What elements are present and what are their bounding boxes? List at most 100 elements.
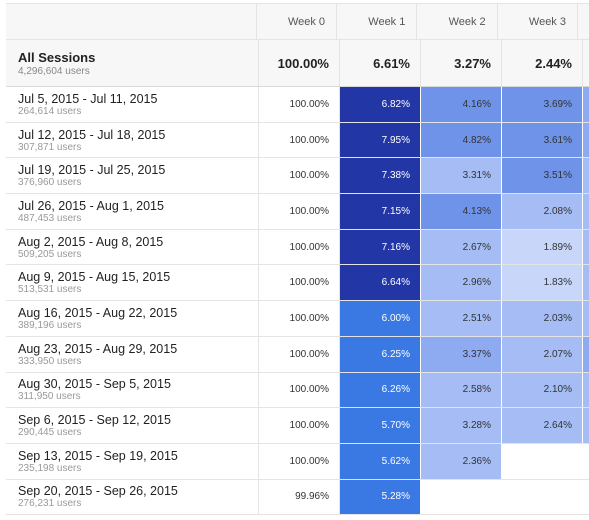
cell-week-1[interactable]: 7.38% bbox=[340, 158, 421, 194]
cell-overflow bbox=[583, 158, 589, 194]
cell-week-3[interactable]: 2.64% bbox=[502, 408, 583, 443]
cell-overflow bbox=[583, 372, 589, 408]
cell-week-0[interactable]: 100.00% bbox=[259, 408, 340, 443]
cell-week-3[interactable]: 3.61% bbox=[502, 122, 583, 158]
header-week-2: Week 2 bbox=[417, 4, 498, 39]
cell-week-1[interactable]: 6.26% bbox=[340, 372, 421, 408]
cell-week-0[interactable]: 100.00% bbox=[259, 265, 340, 301]
cell-week-1[interactable]: 5.70% bbox=[340, 408, 421, 443]
cohort-date-range: Jul 19, 2015 - Jul 25, 2015 bbox=[18, 163, 166, 178]
cell-week-2[interactable]: 3.31% bbox=[421, 158, 502, 194]
cell-week-0[interactable]: 99.96% bbox=[259, 479, 340, 515]
total-overflow bbox=[583, 40, 589, 86]
table-row[interactable]: Aug 30, 2015 - Sep 5, 2015 311,950 users… bbox=[6, 372, 589, 409]
cohort-date-range: Sep 6, 2015 - Sep 12, 2015 bbox=[18, 413, 171, 428]
cell-overflow bbox=[583, 265, 589, 301]
cell-overflow bbox=[583, 443, 589, 479]
table-row[interactable]: Jul 5, 2015 - Jul 11, 2015 264,614 users… bbox=[6, 87, 589, 123]
header-overflow bbox=[578, 4, 589, 39]
cohort-users: 509,205 users bbox=[18, 248, 82, 260]
cell-week-0[interactable]: 100.00% bbox=[259, 372, 340, 408]
cell-week-2[interactable]: 2.67% bbox=[421, 229, 502, 265]
cell-week-2[interactable] bbox=[421, 479, 502, 515]
cell-week-3[interactable] bbox=[502, 479, 583, 515]
cell-week-3[interactable]: 1.89% bbox=[502, 229, 583, 265]
header-week-1: Week 1 bbox=[337, 4, 418, 39]
cell-week-3[interactable]: 3.69% bbox=[502, 87, 583, 122]
table-row[interactable]: Jul 26, 2015 - Aug 1, 2015 487,453 users… bbox=[6, 194, 589, 230]
cell-week-0[interactable]: 100.00% bbox=[259, 229, 340, 265]
cell-week-3[interactable]: 1.83% bbox=[502, 265, 583, 301]
table-row[interactable]: Aug 2, 2015 - Aug 8, 2015 509,205 users … bbox=[6, 229, 589, 266]
cohort-table: Week 0 Week 1 Week 2 Week 3 All Sessions… bbox=[6, 3, 589, 516]
cell-week-0[interactable]: 100.00% bbox=[259, 301, 340, 336]
cell-week-0[interactable]: 100.00% bbox=[259, 87, 340, 122]
cell-week-3[interactable]: 3.51% bbox=[502, 158, 583, 194]
cell-week-1[interactable]: 7.95% bbox=[340, 122, 421, 158]
cohort-users: 333,950 users bbox=[18, 355, 82, 367]
cell-week-3[interactable]: 2.07% bbox=[502, 336, 583, 372]
cell-week-1[interactable]: 7.16% bbox=[340, 229, 421, 265]
cell-overflow bbox=[583, 336, 589, 372]
cell-week-2[interactable]: 2.36% bbox=[421, 443, 502, 479]
header-week-0: Week 0 bbox=[257, 4, 338, 39]
cell-week-0[interactable]: 100.00% bbox=[259, 122, 340, 158]
cell-week-3[interactable] bbox=[502, 443, 583, 479]
table-row[interactable]: Sep 13, 2015 - Sep 19, 2015 235,198 user… bbox=[6, 443, 589, 480]
cell-week-1[interactable]: 5.62% bbox=[340, 443, 421, 479]
cohort-label-cell: Jul 19, 2015 - Jul 25, 2015 376,960 user… bbox=[6, 158, 259, 194]
table-row[interactable]: Aug 23, 2015 - Aug 29, 2015 333,950 user… bbox=[6, 336, 589, 373]
cell-week-1[interactable]: 7.15% bbox=[340, 194, 421, 229]
table-row[interactable]: Aug 16, 2015 - Aug 22, 2015 389,196 user… bbox=[6, 301, 589, 337]
cell-week-1[interactable]: 5.28% bbox=[340, 479, 421, 515]
cohort-users: 235,198 users bbox=[18, 462, 82, 474]
cell-overflow bbox=[583, 87, 589, 122]
cohort-date-range: Aug 30, 2015 - Sep 5, 2015 bbox=[18, 377, 171, 392]
cohort-users: 487,453 users bbox=[18, 212, 82, 224]
table-row[interactable]: Aug 9, 2015 - Aug 15, 2015 513,531 users… bbox=[6, 265, 589, 302]
table-row[interactable]: Jul 19, 2015 - Jul 25, 2015 376,960 user… bbox=[6, 158, 589, 195]
cell-week-0[interactable]: 100.00% bbox=[259, 443, 340, 479]
total-week-0: 100.00% bbox=[259, 40, 340, 86]
cell-week-2[interactable]: 4.82% bbox=[421, 122, 502, 158]
cell-week-2[interactable]: 3.28% bbox=[421, 408, 502, 443]
table-row[interactable]: Sep 20, 2015 - Sep 26, 2015 276,231 user… bbox=[6, 479, 589, 516]
cell-week-2[interactable]: 2.96% bbox=[421, 265, 502, 301]
cohort-date-range: Sep 13, 2015 - Sep 19, 2015 bbox=[18, 448, 178, 463]
cohort-date-range: Sep 20, 2015 - Sep 26, 2015 bbox=[18, 484, 178, 499]
cell-week-3[interactable]: 2.08% bbox=[502, 194, 583, 229]
cell-week-1[interactable]: 6.64% bbox=[340, 265, 421, 301]
cohort-label-cell: Sep 13, 2015 - Sep 19, 2015 235,198 user… bbox=[6, 443, 259, 479]
cell-week-1[interactable]: 6.25% bbox=[340, 336, 421, 372]
cell-overflow bbox=[583, 408, 589, 443]
table-row[interactable]: Sep 6, 2015 - Sep 12, 2015 290,445 users… bbox=[6, 408, 589, 444]
header-row: Week 0 Week 1 Week 2 Week 3 bbox=[6, 3, 589, 40]
total-label: All Sessions bbox=[18, 49, 96, 65]
cell-week-0[interactable]: 100.00% bbox=[259, 194, 340, 229]
total-week-1: 6.61% bbox=[340, 40, 421, 86]
cohort-users: 311,950 users bbox=[18, 391, 81, 403]
cell-overflow bbox=[583, 301, 589, 336]
cohort-date-range: Aug 16, 2015 - Aug 22, 2015 bbox=[18, 305, 178, 320]
cohort-users: 376,960 users bbox=[18, 177, 82, 189]
cell-week-1[interactable]: 6.82% bbox=[340, 87, 421, 122]
cell-week-0[interactable]: 100.00% bbox=[259, 158, 340, 194]
cohort-users: 307,871 users bbox=[18, 141, 82, 153]
cell-week-2[interactable]: 2.58% bbox=[421, 372, 502, 408]
header-dimension bbox=[6, 4, 257, 39]
cohort-date-range: Aug 9, 2015 - Aug 15, 2015 bbox=[18, 270, 171, 285]
cohort-date-range: Jul 26, 2015 - Aug 1, 2015 bbox=[18, 198, 164, 213]
cell-week-2[interactable]: 2.51% bbox=[421, 301, 502, 336]
cohort-date-range: Jul 12, 2015 - Jul 18, 2015 bbox=[18, 127, 166, 142]
cell-week-2[interactable]: 3.37% bbox=[421, 336, 502, 372]
cell-overflow bbox=[583, 194, 589, 229]
cohort-users: 290,445 users bbox=[18, 427, 82, 439]
cell-week-0[interactable]: 100.00% bbox=[259, 336, 340, 372]
cell-week-3[interactable]: 2.03% bbox=[502, 301, 583, 336]
cell-week-1[interactable]: 6.00% bbox=[340, 301, 421, 336]
cohort-label-cell: Jul 26, 2015 - Aug 1, 2015 487,453 users bbox=[6, 194, 259, 229]
table-row[interactable]: Jul 12, 2015 - Jul 18, 2015 307,871 user… bbox=[6, 122, 589, 159]
cell-week-3[interactable]: 2.10% bbox=[502, 372, 583, 408]
cell-week-2[interactable]: 4.16% bbox=[421, 87, 502, 122]
cell-week-2[interactable]: 4.13% bbox=[421, 194, 502, 229]
